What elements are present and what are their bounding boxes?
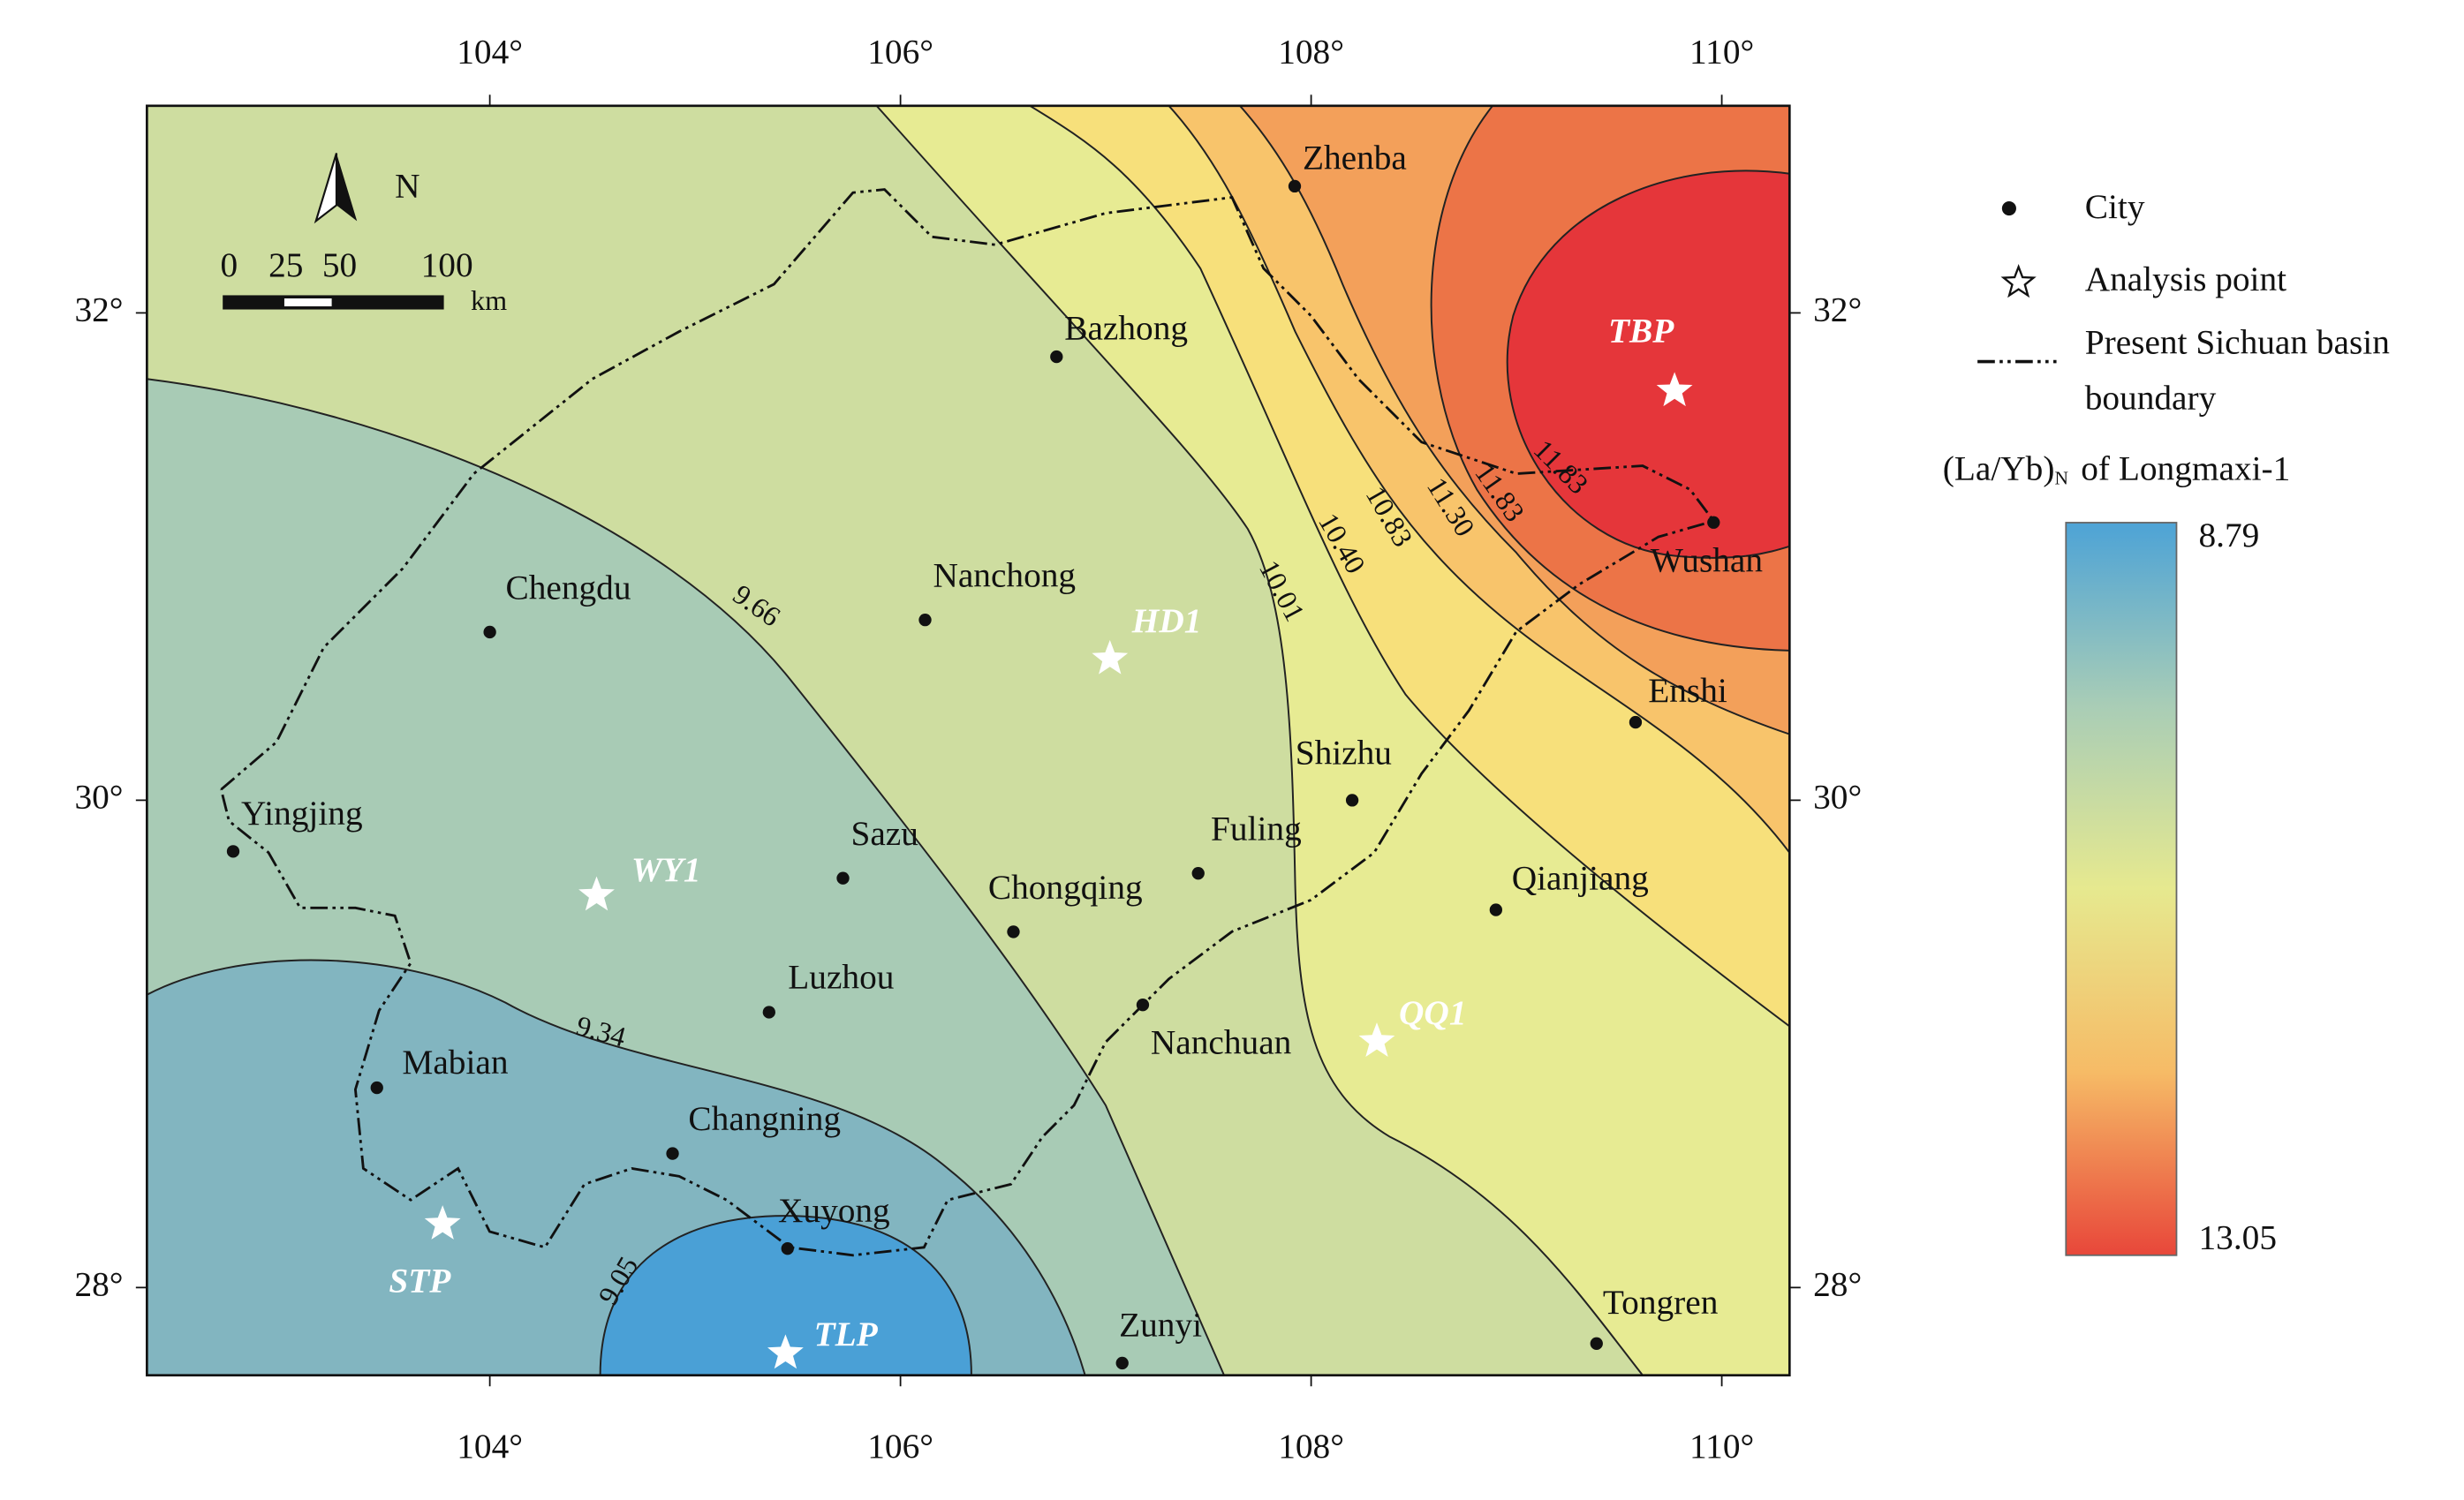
city <box>1345 794 1359 807</box>
contour-fill <box>147 105 1790 1376</box>
analysis-point-label: TBP <box>1608 311 1674 350</box>
city-label: Xuyong <box>778 1191 890 1230</box>
x-tick-label: 108° <box>1278 33 1344 72</box>
y-tick-label: 30° <box>74 777 123 816</box>
analysis-point <box>767 1334 804 1369</box>
city-label: Yingjing <box>241 794 363 833</box>
city-label: Mabian <box>402 1043 508 1082</box>
city <box>781 1242 794 1255</box>
scale-bar-white <box>283 298 332 306</box>
y-tick-label: 28° <box>74 1264 123 1303</box>
city <box>1050 350 1063 364</box>
legend: City Analysis point Present Sichuan basi… <box>1943 187 2390 1257</box>
legend-star-symbol <box>2000 263 2037 298</box>
colorbar-title: (La/Yb)N of Longmaxi-1 <box>1943 449 2290 489</box>
city-label: Wushan <box>1651 540 1764 579</box>
scale-label: 100 <box>421 245 473 284</box>
region <box>1506 170 1790 559</box>
y-tick-label: 32° <box>74 290 123 328</box>
colorbar <box>2065 522 2178 1256</box>
city-label: Bazhong <box>1064 309 1188 348</box>
city <box>1115 1356 1129 1370</box>
city-label: Enshi <box>1648 671 1727 710</box>
scale-bar: 0 25 50 100 km <box>221 245 508 316</box>
x-tick-label: 104° <box>457 1427 523 1466</box>
x-tick-label: 104° <box>457 33 523 72</box>
analysis-point <box>424 1205 461 1240</box>
colorbar-min: 8.79 <box>2199 516 2260 554</box>
scale-label: 50 <box>322 245 357 284</box>
city <box>1590 1337 1603 1350</box>
city <box>836 871 850 885</box>
colorbar-max: 13.05 <box>2199 1218 2278 1257</box>
city-label: Qianjiang <box>1512 858 1649 897</box>
features: Zhenba Bazhong Chengdu Nanchong Wushan Enshi S… <box>226 138 1764 1370</box>
analysis-point <box>1092 639 1129 675</box>
city <box>1136 999 1150 1012</box>
legend-city: City <box>2085 187 2145 226</box>
city <box>226 845 240 858</box>
city-label: Chengdu <box>506 568 631 607</box>
legend-boundary: boundary <box>2085 378 2217 417</box>
city-label: Shizhu <box>1296 733 1392 772</box>
legend-city-symbol <box>2001 201 2016 216</box>
x-tick-label: 106° <box>867 33 933 72</box>
city-label: Chongqing <box>988 868 1143 907</box>
analysis-point-label: WY1 <box>631 850 701 889</box>
city-label: Nanchong <box>933 556 1076 595</box>
analysis-point <box>1358 1022 1395 1057</box>
city-label: Luzhou <box>788 958 894 997</box>
city <box>666 1147 679 1160</box>
region <box>599 1215 972 1376</box>
city-label: Nanchuan <box>1151 1023 1292 1062</box>
city <box>762 1006 775 1019</box>
north-label: N <box>395 167 419 206</box>
city <box>1288 179 1302 193</box>
city <box>1629 715 1643 729</box>
city <box>370 1081 383 1095</box>
map-frame <box>146 104 1791 1377</box>
scale-bar-black <box>223 295 444 310</box>
y-tick-label: 30° <box>1813 777 1862 816</box>
legend-analysis-point: Analysis point <box>2085 260 2286 298</box>
colorbar-title-sub: N <box>2054 468 2068 489</box>
scale-unit: km <box>471 284 507 316</box>
city-label: Tongren <box>1603 1283 1719 1322</box>
city <box>483 625 496 639</box>
city-label: Zhenba <box>1303 138 1407 177</box>
analysis-point <box>578 876 615 911</box>
x-tick-label: 110° <box>1689 33 1754 72</box>
axes: 104° 104° 106° 106° 108° 108° 110° 110° 28° 28° 30… <box>74 33 1862 1466</box>
legend-boundary: Present Sichuan basin <box>2085 323 2390 362</box>
x-tick-label: 110° <box>1689 1427 1754 1466</box>
colorbar-title-main: (La/Yb) <box>1943 449 2055 488</box>
analysis-point-label: TLP <box>814 1315 879 1353</box>
city <box>1191 867 1205 880</box>
colorbar-title-end: of Longmaxi-1 <box>2081 449 2290 488</box>
basin-boundary <box>220 188 1716 1257</box>
scale-label: 0 <box>221 245 238 284</box>
city-label: Zunyi <box>1119 1306 1202 1345</box>
city-label: Changning <box>688 1099 841 1138</box>
scale-label: 25 <box>268 245 303 284</box>
analysis-point-label: STP <box>389 1262 451 1300</box>
x-tick-label: 108° <box>1278 1427 1344 1466</box>
y-tick-label: 32° <box>1813 290 1862 328</box>
x-tick-label: 106° <box>867 1427 933 1466</box>
city-label: Sazu <box>850 814 918 853</box>
analysis-point-label: QQ1 <box>1399 993 1466 1032</box>
city <box>1489 903 1502 916</box>
city <box>918 614 932 627</box>
analysis-point <box>1656 372 1693 407</box>
city <box>1707 516 1720 529</box>
y-tick-label: 28° <box>1813 1264 1862 1303</box>
city <box>1007 925 1020 938</box>
city-label: Fuling <box>1211 810 1302 848</box>
analysis-point-label: HD1 <box>1131 601 1202 640</box>
